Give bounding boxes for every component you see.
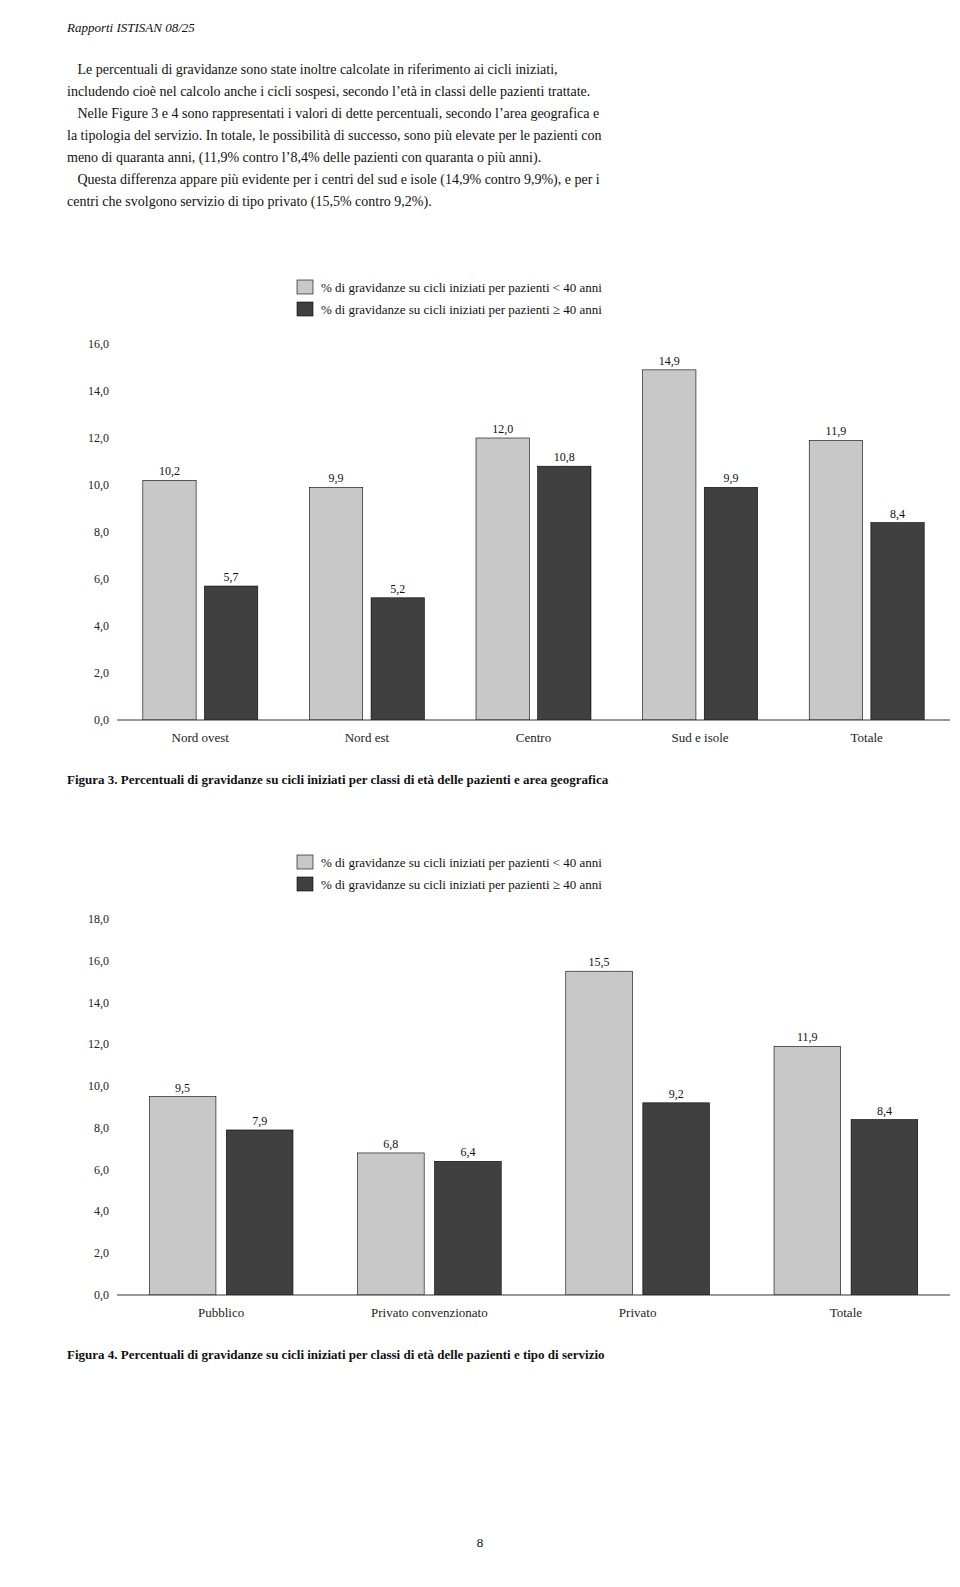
data-label: 7,9 — [252, 1114, 267, 1128]
x-axis-line — [117, 720, 950, 721]
y-tick-label: 14,0 — [88, 384, 109, 398]
legend-entry: % di gravidanze su cicli iniziati per pa… — [321, 877, 602, 892]
data-label: 11,9 — [826, 424, 847, 438]
data-label: 12,0 — [492, 422, 513, 436]
bar — [643, 1103, 710, 1295]
y-tick-label: 6,0 — [94, 1163, 109, 1177]
bar — [309, 487, 362, 720]
x-tick-label: Privato convenzionato — [371, 1305, 488, 1320]
x-tick-label: Sud e isole — [672, 730, 729, 745]
legend-swatch — [297, 877, 313, 891]
bar — [774, 1046, 841, 1295]
legend-entry: % di gravidanze su cicli iniziati per pa… — [321, 855, 602, 870]
y-tick-label: 16,0 — [88, 954, 109, 968]
data-label: 9,5 — [175, 1081, 190, 1095]
legend-entry: % di gravidanze su cicli iniziati per pa… — [321, 302, 602, 317]
data-label: 5,7 — [224, 570, 239, 584]
body-text-line: meno di quaranta anni, (11,9% contro l’8… — [67, 150, 541, 166]
bar — [851, 1120, 918, 1295]
data-label: 9,9 — [329, 471, 344, 485]
data-label: 14,9 — [659, 354, 680, 368]
y-axis: 0,0 2,0 4,0 6,0 8,0 10,0 12,0 14,0 16,0 — [88, 337, 109, 727]
body-text-line: la tipologia del servizio. In totale, le… — [67, 128, 602, 144]
body-text-line: Le percentuali di gravidanze sono state … — [67, 62, 558, 78]
bar — [643, 370, 696, 720]
legend: % di gravidanze su cicli iniziati per pa… — [297, 280, 602, 317]
bar — [538, 466, 591, 720]
y-tick-label: 8,0 — [94, 525, 109, 539]
y-tick-label: 8,0 — [94, 1121, 109, 1135]
y-tick-label: 2,0 — [94, 1246, 109, 1260]
x-tick-label: Totale — [851, 730, 884, 745]
bar — [226, 1130, 293, 1295]
x-axis: Pubblico Privato convenzionato Privato Tota… — [117, 1295, 950, 1320]
bars — [143, 370, 924, 720]
data-label: 9,2 — [669, 1087, 684, 1101]
legend-swatch — [297, 302, 313, 316]
data-label: 8,4 — [890, 507, 905, 521]
page-number: 8 — [0, 1535, 960, 1551]
y-tick-label: 4,0 — [94, 1204, 109, 1218]
data-labels: 9,5 6,8 15,5 11,9 7,9 6,4 9,2 8,4 — [175, 955, 892, 1159]
data-label: 10,8 — [554, 450, 575, 464]
bar — [143, 480, 196, 720]
y-tick-label: 0,0 — [94, 713, 109, 727]
y-tick-label: 14,0 — [88, 996, 109, 1010]
y-tick-label: 12,0 — [88, 1037, 109, 1051]
bar — [371, 598, 424, 720]
bar — [566, 971, 633, 1295]
chart-caption: Figura 3. Percentuali di gravidanze su c… — [67, 772, 608, 788]
data-label: 11,9 — [797, 1030, 818, 1044]
data-label: 10,2 — [159, 464, 180, 478]
legend: % di gravidanze su cicli iniziati per pa… — [297, 855, 602, 892]
bar — [435, 1161, 502, 1295]
y-tick-label: 0,0 — [94, 1288, 109, 1302]
bar — [704, 487, 757, 720]
bar — [809, 440, 862, 720]
x-axis-line — [117, 1295, 950, 1296]
body-text-line: Nelle Figure 3 e 4 sono rappresentati i … — [67, 106, 599, 122]
y-tick-label: 16,0 — [88, 337, 109, 351]
data-label: 5,2 — [390, 582, 405, 596]
y-tick-label: 2,0 — [94, 666, 109, 680]
data-label: 6,8 — [383, 1137, 398, 1151]
bar — [871, 523, 924, 720]
y-axis: 0,0 2,0 4,0 6,0 8,0 10,0 12,0 14,0 16,0 18,0 — [88, 912, 109, 1302]
bar-chart: % di gravidanze su cicli iniziati per pa… — [67, 270, 960, 760]
x-tick-label: Totale — [830, 1305, 863, 1320]
data-label: 6,4 — [460, 1145, 475, 1159]
y-tick-label: 18,0 — [88, 912, 109, 926]
bar-chart: % di gravidanze su cicli iniziati per pa… — [67, 845, 960, 1335]
x-tick-label: Privato — [619, 1305, 657, 1320]
y-tick-label: 10,0 — [88, 1079, 109, 1093]
y-tick-label: 4,0 — [94, 619, 109, 633]
x-tick-label: Centro — [516, 730, 551, 745]
bar — [358, 1153, 425, 1295]
bar — [476, 438, 529, 720]
body-text-line: centri che svolgono servizio di tipo pri… — [67, 194, 432, 210]
body-text-line: includendo cioè nel calcolo anche i cicl… — [67, 84, 590, 100]
x-axis: Nord ovest Nord est Centro Sud e isole Total… — [117, 720, 950, 745]
body-text-line: Questa differenza appare più evidente pe… — [67, 172, 600, 188]
legend-entry: % di gravidanze su cicli iniziati per pa… — [321, 280, 602, 295]
bars — [149, 971, 917, 1295]
data-label: 8,4 — [877, 1104, 892, 1118]
x-tick-label: Pubblico — [198, 1305, 244, 1320]
legend-swatch — [297, 855, 313, 869]
data-label: 9,9 — [723, 471, 738, 485]
y-tick-label: 12,0 — [88, 431, 109, 445]
x-tick-label: Nord est — [345, 730, 390, 745]
chart-caption: Figura 4. Percentuali di gravidanze su c… — [67, 1347, 605, 1363]
data-labels: 10,2 9,9 12,0 14,9 11,9 5,7 5,2 10,8 9,9 8,4 — [159, 354, 905, 596]
y-tick-label: 10,0 — [88, 478, 109, 492]
page-header: Rapporti ISTISAN 08/25 — [67, 20, 195, 36]
bar — [149, 1097, 216, 1295]
legend-swatch — [297, 280, 313, 294]
bar — [204, 586, 257, 720]
x-tick-label: Nord ovest — [172, 730, 230, 745]
y-tick-label: 6,0 — [94, 572, 109, 586]
data-label: 15,5 — [589, 955, 610, 969]
